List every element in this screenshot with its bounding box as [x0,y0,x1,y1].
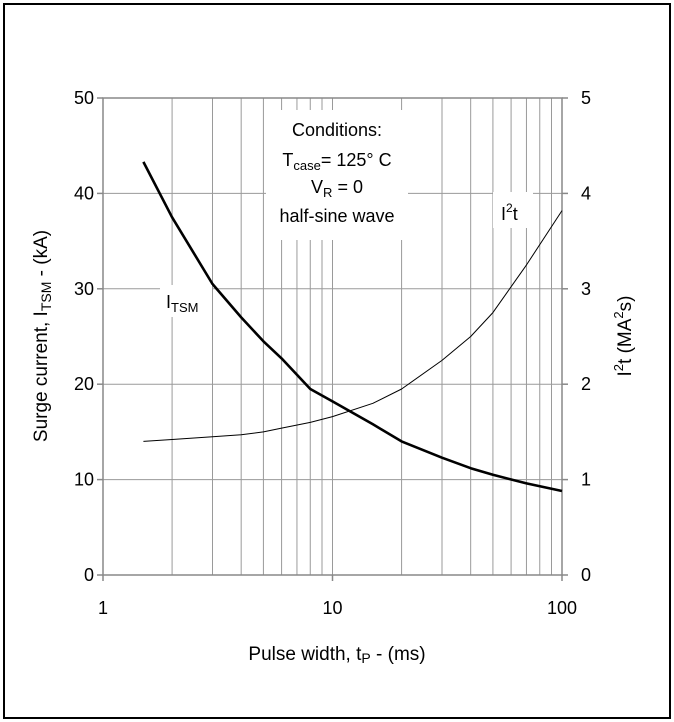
x-axis-title: Pulse width, tP - (ms) [248,644,425,666]
left-tick-label: 20 [74,374,94,394]
left-tick-label: 30 [74,279,94,299]
left-tick-label: 40 [74,183,94,203]
right-tick-label: 2 [581,374,591,394]
left-tick-label: 0 [84,565,94,585]
chart-frame [3,3,671,719]
right-tick-label: 0 [581,565,591,585]
right-tick-label: 1 [581,470,591,490]
series-label-itsm: ITSM [166,292,198,315]
conditions-vr: VR = 0 [311,177,363,200]
left-tick-label: 10 [74,470,94,490]
conditions-waveform: half-sine wave [279,206,394,226]
right-tick-label: 4 [581,183,591,203]
data-series [142,161,563,493]
right-axis-title: I2t (MA2s) [611,296,636,377]
left-tick-label: 50 [74,88,94,108]
itsm-label-bg [160,285,212,317]
series-line-i2t [143,210,563,442]
right-tick-label: 5 [581,88,591,108]
conditions-tcase: Tcase= 125° C [282,150,391,173]
x-tick-label: 1 [98,598,108,618]
i2t-label-bg [493,192,533,228]
series-label-i2t: I2t [501,201,518,224]
right-axis-ticks: 0 1 2 3 4 5 [562,88,591,585]
right-tick-label: 3 [581,279,591,299]
conditions-box-bg [266,110,408,240]
left-axis-title: Surge current, ITSM - (kA) [31,230,54,442]
x-axis-ticks: 1 10 100 [98,575,577,618]
series-line-itsm [142,161,563,493]
x-tick-label: 10 [322,598,342,618]
left-axis-ticks: 0 10 20 30 40 50 [74,88,103,585]
conditions-title: Conditions: [292,120,382,140]
x-tick-label: 100 [547,598,577,618]
